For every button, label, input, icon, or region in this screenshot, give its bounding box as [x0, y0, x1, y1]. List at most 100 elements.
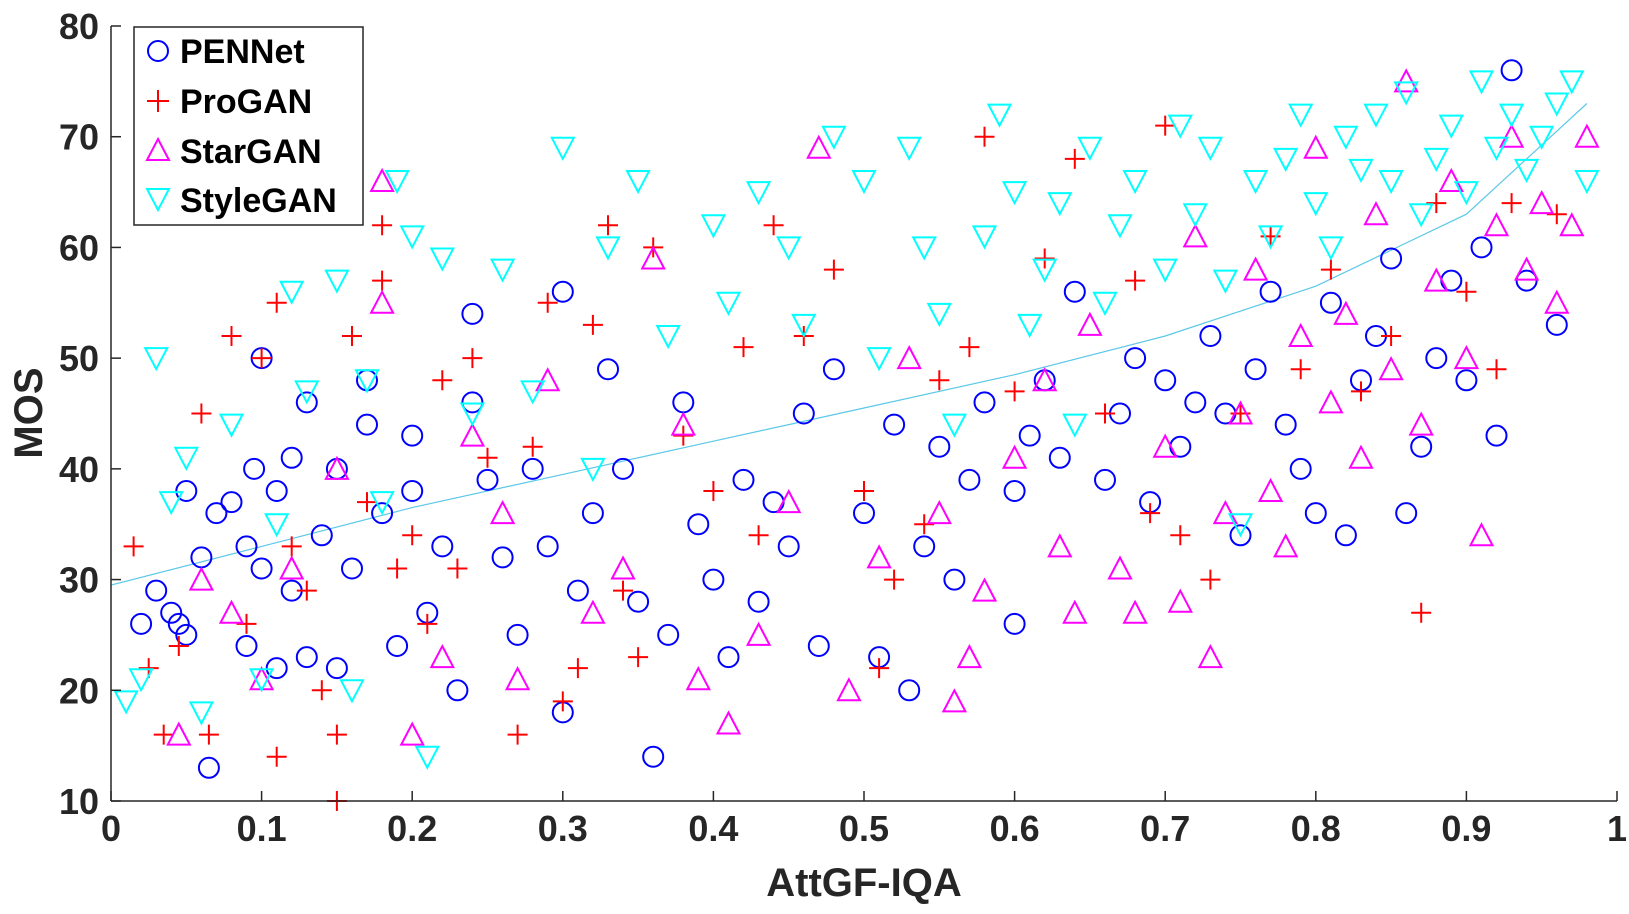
stargan-point: [459, 422, 486, 447]
stylegan-point: [459, 402, 486, 427]
pennet-point: [130, 612, 153, 635]
progan-point: [1486, 359, 1507, 380]
stylegan-point: [324, 269, 350, 294]
stylegan-point: [369, 491, 395, 516]
stylegan-point: [1092, 291, 1118, 316]
stylegan-point: [866, 347, 892, 372]
stargan-point: [1393, 68, 1419, 93]
legend-label-stargan: StarGAN: [180, 133, 322, 171]
fit-curve: [110, 103, 1588, 586]
stylegan-point: [264, 513, 290, 538]
pennet-point: [506, 623, 529, 646]
pennet-point: [341, 557, 363, 580]
stylegan-point: [911, 236, 937, 261]
x-axis-title: AttGF-IQA: [766, 861, 962, 905]
pennet-point: [732, 468, 755, 491]
x-tick-label: 0.6: [990, 808, 1040, 849]
pennet-point: [325, 657, 348, 680]
progan-point: [326, 724, 347, 745]
stargan-point: [279, 555, 305, 580]
stargan-point: [1077, 311, 1103, 336]
stylegan-point: [580, 457, 606, 483]
pennet-point: [1003, 480, 1026, 502]
pennet-point: [235, 635, 258, 657]
legend-box: [133, 26, 364, 226]
stargan-point: [1559, 212, 1585, 237]
stylegan-point: [1167, 114, 1193, 139]
progan-point: [974, 126, 995, 147]
pennet-point: [265, 657, 288, 680]
legend-item-pennet: PENNet: [147, 33, 305, 71]
progan-point: [854, 481, 874, 501]
series-stylegan: [113, 70, 1600, 770]
stylegan-point: [1017, 313, 1043, 339]
pennet-point: [310, 524, 333, 547]
legend-label-stylegan: StyleGAN: [180, 182, 337, 220]
x-tick-label: 0.8: [1291, 808, 1341, 849]
progan-point: [402, 525, 423, 546]
stargan-point: [1032, 367, 1058, 392]
pennet-point: [777, 535, 800, 558]
pennet-point: [295, 646, 318, 669]
progan-point: [477, 447, 498, 468]
stylegan-point: [218, 413, 245, 438]
stargan-point: [1363, 201, 1389, 226]
legend-triangle-down-icon: [145, 188, 171, 213]
stargan-point: [166, 721, 192, 746]
pennet-point: [807, 635, 830, 657]
stylegan-point: [1107, 214, 1133, 239]
stylegan-point: [354, 369, 380, 394]
progan-point: [522, 436, 543, 457]
progan-point: [1501, 193, 1522, 214]
y-tick-label: 80: [59, 6, 99, 47]
progan-point: [296, 580, 317, 601]
stargan-point: [1453, 344, 1480, 370]
stylegan-point: [1544, 92, 1570, 117]
progan-point: [251, 348, 272, 369]
stargan-point: [188, 566, 215, 591]
stylegan-point: [1348, 158, 1374, 184]
progan-point: [507, 724, 528, 745]
x-tick-label: 0.7: [1140, 808, 1190, 849]
pennet-point: [597, 358, 619, 381]
pennet-point: [1154, 369, 1177, 392]
pennet-point: [898, 679, 921, 702]
pennet-point: [1334, 524, 1357, 547]
stargan-point: [1167, 588, 1193, 613]
pennet-point: [1048, 446, 1071, 469]
pennet-point: [551, 280, 574, 303]
x-tick-label: 0.3: [538, 808, 588, 849]
pennet-point: [1455, 369, 1478, 392]
stylegan-point: [1408, 203, 1434, 228]
pennet-point: [401, 480, 424, 502]
pennet-point: [175, 623, 198, 646]
pennet-point: [160, 601, 183, 624]
stylegan-point: [188, 701, 215, 726]
stargan-point: [580, 599, 606, 624]
stylegan-point: [1077, 136, 1103, 161]
stylegan-point: [1001, 181, 1028, 206]
legend-circle-icon: [147, 40, 169, 62]
pennet-point: [1244, 358, 1267, 381]
stargan-point: [1107, 555, 1133, 580]
pennet-point: [581, 502, 604, 525]
stargan-point: [670, 411, 696, 436]
stargan-point: [1242, 256, 1269, 281]
stargan-point: [535, 367, 561, 392]
stargan-point: [1378, 356, 1404, 381]
stargan-point: [1348, 444, 1374, 469]
stylegan-point: [1288, 103, 1314, 128]
pennet-point: [356, 413, 378, 436]
stargan-point: [1529, 189, 1555, 215]
pennet-point: [1063, 280, 1086, 303]
x-tick-label: 0.9: [1441, 808, 1491, 849]
pennet-point: [1184, 391, 1207, 414]
pennet-point: [521, 457, 544, 480]
stargan-point: [685, 666, 711, 691]
progan-point: [929, 370, 950, 391]
pennet-point: [717, 646, 740, 669]
pennet-point: [167, 612, 190, 635]
stargan-point: [1257, 477, 1284, 502]
pennet-point: [1395, 502, 1418, 525]
stargan-point: [1318, 389, 1344, 414]
